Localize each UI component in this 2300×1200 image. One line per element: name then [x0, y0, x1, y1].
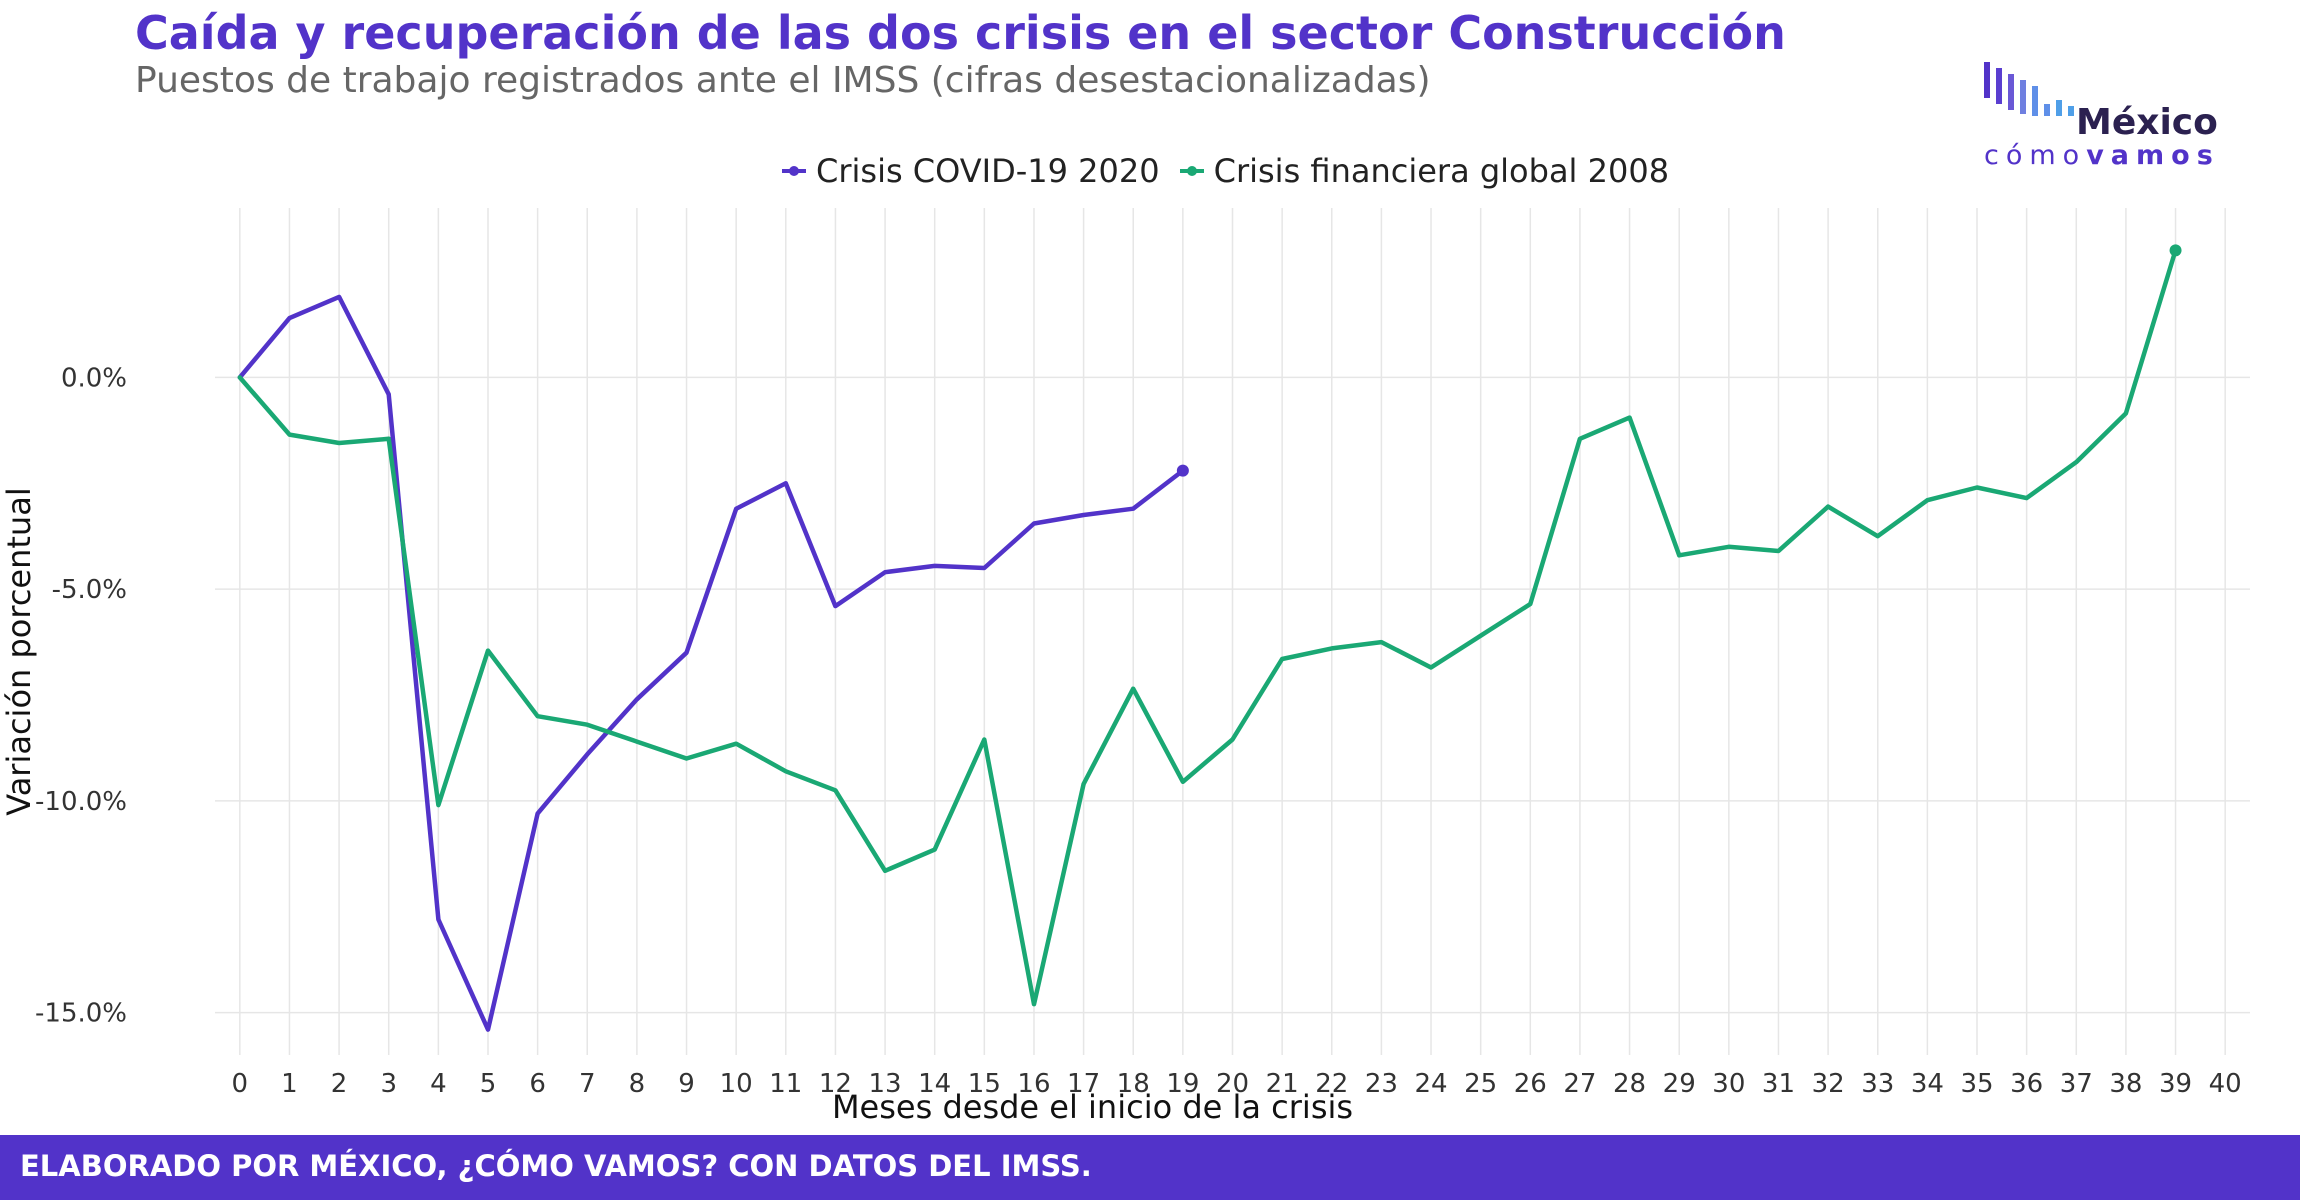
- x-tick-label: 6: [529, 1069, 546, 1099]
- legend-key-covid: [780, 161, 808, 181]
- x-tick-label: 20: [1216, 1069, 1249, 1099]
- logo-text-mexico: México: [2076, 102, 2218, 143]
- x-tick-label: 14: [918, 1069, 951, 1099]
- x-tick-label: 32: [1812, 1069, 1845, 1099]
- x-tick-label: 13: [869, 1069, 902, 1099]
- logo-text-como: cómo: [1984, 140, 2087, 171]
- logo-text-vamos: vamos: [2086, 140, 2220, 171]
- x-tick-label: 1: [281, 1069, 298, 1099]
- legend-key-2008: [1178, 161, 1206, 181]
- x-tick-label: 15: [968, 1069, 1001, 1099]
- logo-text-como-vamos: cómovamos: [1984, 140, 2220, 171]
- y-axis-label: Variación porcentual: [0, 487, 38, 815]
- x-tick-label: 30: [1712, 1069, 1745, 1099]
- footer-bar: ELABORADO POR MÉXICO, ¿CÓMO VAMOS? CON D…: [0, 1135, 2300, 1200]
- x-tick-label: 39: [2159, 1069, 2192, 1099]
- x-tick-label: 19: [1166, 1069, 1199, 1099]
- legend-item-covid: Crisis COVID-19 2020: [780, 152, 1160, 190]
- x-tick-label: 35: [1960, 1069, 1993, 1099]
- y-tick-label: -5.0%: [52, 575, 127, 605]
- series-line-1: [237, 248, 2178, 1007]
- x-tick-label: 38: [2109, 1069, 2142, 1099]
- legend-label-covid: Crisis COVID-19 2020: [816, 152, 1160, 190]
- line-chart: 0 1 2 3 4 5 6 7 8 9 10 11 12 13 14 15 16 17 18 19 20 21 22 23 24…: [0, 208, 2250, 1126]
- x-tick-label: 8: [629, 1069, 646, 1099]
- x-tick-label: 25: [1464, 1069, 1497, 1099]
- x-tick-label: 22: [1315, 1069, 1348, 1099]
- mexico-como-vamos-logo: México cómovamos: [1980, 58, 2260, 173]
- x-tick-label: 34: [1911, 1069, 1944, 1099]
- x-tick-label: 18: [1117, 1069, 1150, 1099]
- x-tick-label: 29: [1663, 1069, 1696, 1099]
- series-end-point-0: [1176, 464, 1189, 477]
- x-axis-label: Meses desde el inicio de la crisis: [832, 1088, 1353, 1126]
- series-layer: [237, 244, 2182, 1032]
- x-tick-label: 26: [1514, 1069, 1547, 1099]
- x-tick-label: 12: [819, 1069, 852, 1099]
- x-tick-label: 11: [769, 1069, 802, 1099]
- x-tick-label: 17: [1067, 1069, 1100, 1099]
- x-tick-label: 21: [1266, 1069, 1299, 1099]
- x-tick-label: 23: [1365, 1069, 1398, 1099]
- legend-label-2008: Crisis financiera global 2008: [1213, 152, 1670, 190]
- y-tick-label: 0.0%: [61, 363, 127, 393]
- x-tick-label: 4: [430, 1069, 447, 1099]
- tick-layer: 0 1 2 3 4 5 6 7 8 9 10 11 12 13 14 15 16 17 18 19 20 21 22 23 24…: [35, 363, 2242, 1099]
- x-tick-label: 0: [232, 1069, 249, 1099]
- x-tick-label: 3: [380, 1069, 397, 1099]
- x-tick-label: 24: [1414, 1069, 1447, 1099]
- legend-item-2008: Crisis financiera global 2008: [1178, 152, 1669, 190]
- x-tick-label: 36: [2010, 1069, 2043, 1099]
- x-tick-label: 9: [678, 1069, 695, 1099]
- x-tick-label: 33: [1861, 1069, 1894, 1099]
- chart-legend: Crisis COVID-19 2020 Crisis financiera g…: [780, 146, 1687, 196]
- x-tick-label: 27: [1563, 1069, 1596, 1099]
- series-line-0: [237, 294, 1186, 1032]
- x-tick-label: 5: [480, 1069, 497, 1099]
- x-tick-label: 40: [2209, 1069, 2242, 1099]
- series-end-point-1: [2169, 244, 2182, 257]
- x-tick-label: 16: [1017, 1069, 1050, 1099]
- logo-bars-icon: [1984, 62, 2074, 116]
- x-tick-label: 10: [720, 1069, 753, 1099]
- x-tick-label: 37: [2060, 1069, 2093, 1099]
- x-tick-label: 31: [1762, 1069, 1795, 1099]
- grid-layer: [215, 208, 2250, 1055]
- x-tick-label: 7: [579, 1069, 596, 1099]
- footer-credit: ELABORADO POR MÉXICO, ¿CÓMO VAMOS? CON D…: [20, 1149, 1092, 1183]
- x-tick-label: 28: [1613, 1069, 1646, 1099]
- chart-subtitle: Puestos de trabajo registrados ante el I…: [135, 60, 1431, 101]
- y-tick-label: -15.0%: [35, 999, 127, 1029]
- y-tick-label: -10.0%: [35, 787, 127, 817]
- chart-title: Caída y recuperación de las dos crisis e…: [135, 6, 1786, 60]
- x-tick-label: 2: [331, 1069, 348, 1099]
